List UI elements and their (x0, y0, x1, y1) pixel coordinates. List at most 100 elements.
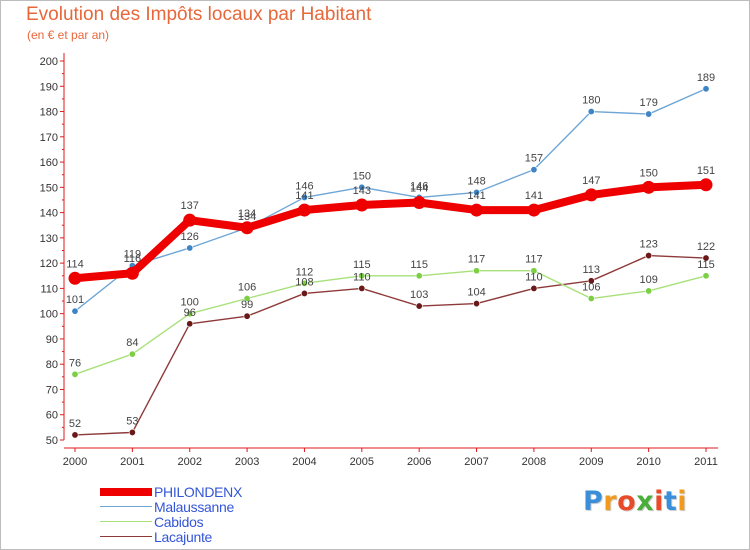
y-tick-label: 80 (46, 359, 58, 371)
data-point-philondenx (183, 213, 197, 227)
legend-item-philondenx: PHILONDENX (100, 483, 243, 500)
data-label-lacajunte: 96 (184, 307, 196, 319)
data-label-lacajunte: 104 (467, 287, 485, 299)
data-point-cabidos (645, 287, 653, 295)
legend-item-cabidos: Cabidos (100, 514, 242, 530)
data-label-lacajunte: 113 (582, 264, 600, 276)
data-point-cabidos (358, 272, 366, 280)
data-label-lacajunte: 110 (353, 271, 371, 283)
data-label-lacajunte: 122 (697, 241, 715, 253)
data-label-cabidos: 106 (582, 282, 600, 294)
legend-swatch (100, 521, 152, 522)
data-label-cabidos: 109 (639, 274, 657, 286)
data-label-philondenx: 141 (467, 190, 485, 202)
data-point-malaussanne (702, 85, 710, 93)
y-tick-label: 70 (46, 384, 58, 396)
data-label-cabidos: 112 (296, 266, 314, 278)
data-label-malaussanne: 189 (697, 72, 715, 84)
data-label-cabidos: 84 (126, 337, 138, 349)
logo-letter: o (617, 486, 637, 517)
logo-letter: P (583, 486, 604, 517)
y-tick-label: 120 (40, 258, 58, 270)
data-label-philondenx: 150 (639, 167, 657, 179)
legend-item-lacajunte: Lacajunte (100, 528, 242, 545)
y-tick-label: 90 (46, 334, 58, 346)
data-point-lacajunte (300, 289, 308, 297)
data-point-cabidos (71, 370, 79, 378)
data-label-lacajunte: 123 (639, 239, 657, 251)
chart-subtitle: (en € et par an) (27, 28, 110, 42)
logo-letter: r (603, 486, 618, 517)
logo-letter: i (677, 486, 688, 517)
data-point-cabidos (186, 310, 194, 318)
data-point-lacajunte (243, 312, 251, 320)
data-label-malaussanne: 146 (295, 180, 313, 192)
x-tick-label: 2005 (350, 456, 374, 468)
series-line-philondenx (71, 180, 710, 283)
data-point-cabidos (587, 295, 595, 303)
data-label-lacajunte: 99 (241, 299, 253, 311)
legend-label: Malaussanne (154, 498, 234, 515)
y-tick-label: 200 (40, 56, 58, 68)
data-label-cabidos: 115 (410, 259, 428, 271)
y-tick-label: 130 (40, 233, 58, 245)
data-point-malaussanne (358, 183, 366, 191)
x-tick-label: 2007 (464, 456, 488, 468)
data-label-philondenx: 144 (410, 182, 428, 194)
data-label-malaussanne: 150 (353, 170, 371, 182)
legend-label: PHILONDENX (154, 483, 243, 500)
y-tick-label: 50 (46, 435, 58, 447)
data-label-cabidos: 76 (69, 357, 81, 369)
x-tick-label: 2008 (522, 456, 546, 468)
data-point-malaussanne (473, 188, 481, 196)
data-label-philondenx: 116 (124, 253, 142, 265)
data-point-lacajunte (415, 302, 423, 310)
data-point-philondenx (355, 198, 369, 212)
data-point-philondenx (699, 178, 713, 192)
x-tick-label: 2001 (120, 456, 144, 468)
chart-title: Evolution des Impôts locaux par Habitant (26, 4, 372, 25)
data-label-lacajunte: 110 (525, 271, 543, 283)
y-tick-label: 60 (46, 410, 58, 422)
y-tick-label: 150 (40, 182, 58, 194)
data-point-cabidos (702, 272, 710, 280)
logo-letter: t (663, 486, 678, 517)
data-point-lacajunte (702, 254, 710, 262)
series-line-malaussanne (74, 88, 707, 312)
logo-letter: i (654, 486, 664, 517)
data-point-cabidos (415, 272, 423, 280)
data-label-malaussanne: 179 (639, 97, 657, 109)
data-label-philondenx: 134 (238, 208, 256, 220)
data-point-lacajunte (358, 284, 366, 292)
x-tick-label: 2004 (292, 456, 316, 468)
data-point-malaussanne (186, 244, 194, 252)
data-label-philondenx: 141 (525, 190, 543, 202)
data-point-cabidos (473, 267, 481, 275)
data-point-malaussanne (645, 110, 653, 118)
proxiti-logo: Proxiti (583, 486, 687, 517)
x-tick-label: 2010 (636, 456, 660, 468)
data-label-malaussanne: 126 (181, 231, 199, 243)
y-tick-label: 180 (40, 107, 58, 119)
data-point-cabidos (300, 279, 308, 287)
data-point-philondenx (527, 203, 541, 217)
data-label-philondenx: 147 (582, 175, 600, 187)
data-point-philondenx (584, 188, 598, 202)
y-tick-label: 170 (40, 132, 58, 144)
y-tick-label: 190 (40, 81, 58, 93)
series-line-cabidos (74, 270, 707, 376)
data-point-philondenx (125, 266, 139, 280)
legend-swatch (100, 506, 152, 507)
data-point-malaussanne (587, 108, 595, 116)
data-label-philondenx: 151 (697, 165, 715, 177)
series-line-lacajunte (74, 254, 707, 436)
y-tick-label: 140 (40, 208, 58, 220)
legend: PHILONDENX Malaussanne Cabidos Lacajunte (100, 483, 243, 545)
data-label-philondenx: 137 (181, 200, 199, 212)
logo-letter: x (636, 486, 655, 517)
data-point-lacajunte (645, 252, 653, 260)
legend-label: Lacajunte (154, 528, 213, 545)
data-point-cabidos (243, 295, 251, 303)
data-point-malaussanne (71, 307, 79, 315)
